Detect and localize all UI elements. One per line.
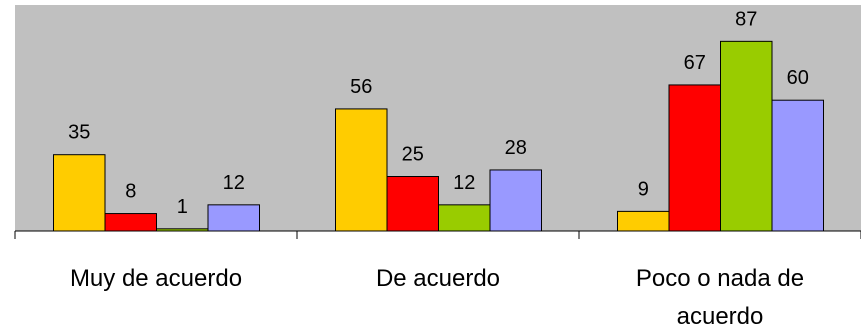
x-axis-ticks [14,231,861,239]
bar-2-series-4 [489,169,542,232]
value-label-2-4: 28 [505,137,527,159]
bar-1-series-2 [104,213,157,232]
value-label-3-1: 9 [638,178,649,200]
bar-1-series-4 [207,204,260,232]
value-label-2-1: 56 [350,76,372,98]
category-label-3: Poco o nada de acuerdo [636,265,804,330]
bar-2-series-2 [386,176,439,232]
bar-3-series-2 [668,84,721,232]
value-label-1-3: 1 [177,196,188,218]
bar-2-series-1 [335,108,388,232]
category-label-2: De acuerdo [376,265,500,292]
category-label-1: Muy de acuerdo [70,265,242,292]
category-labels-group: Muy de acuerdo De acuerdo Poco o nada de ac… [70,265,804,330]
bar-2-series-3 [438,204,491,232]
value-label-3-2: 67 [684,52,706,74]
bars-group [53,40,824,232]
bar-3-series-4 [771,99,824,232]
bar-1-series-1 [53,154,106,232]
value-label-3-4: 60 [787,67,809,89]
value-label-1-1: 35 [68,122,90,144]
value-labels-group: 35 8 1 12 56 25 12 28 9 67 87 60 [68,8,809,217]
value-label-3-3: 87 [735,8,757,30]
value-label-2-2: 25 [402,144,424,166]
bar-3-series-1 [617,210,670,232]
bar-3-series-3 [720,40,773,232]
value-label-2-3: 12 [453,172,475,194]
value-label-1-4: 12 [223,172,245,194]
value-label-1-2: 8 [125,181,136,203]
